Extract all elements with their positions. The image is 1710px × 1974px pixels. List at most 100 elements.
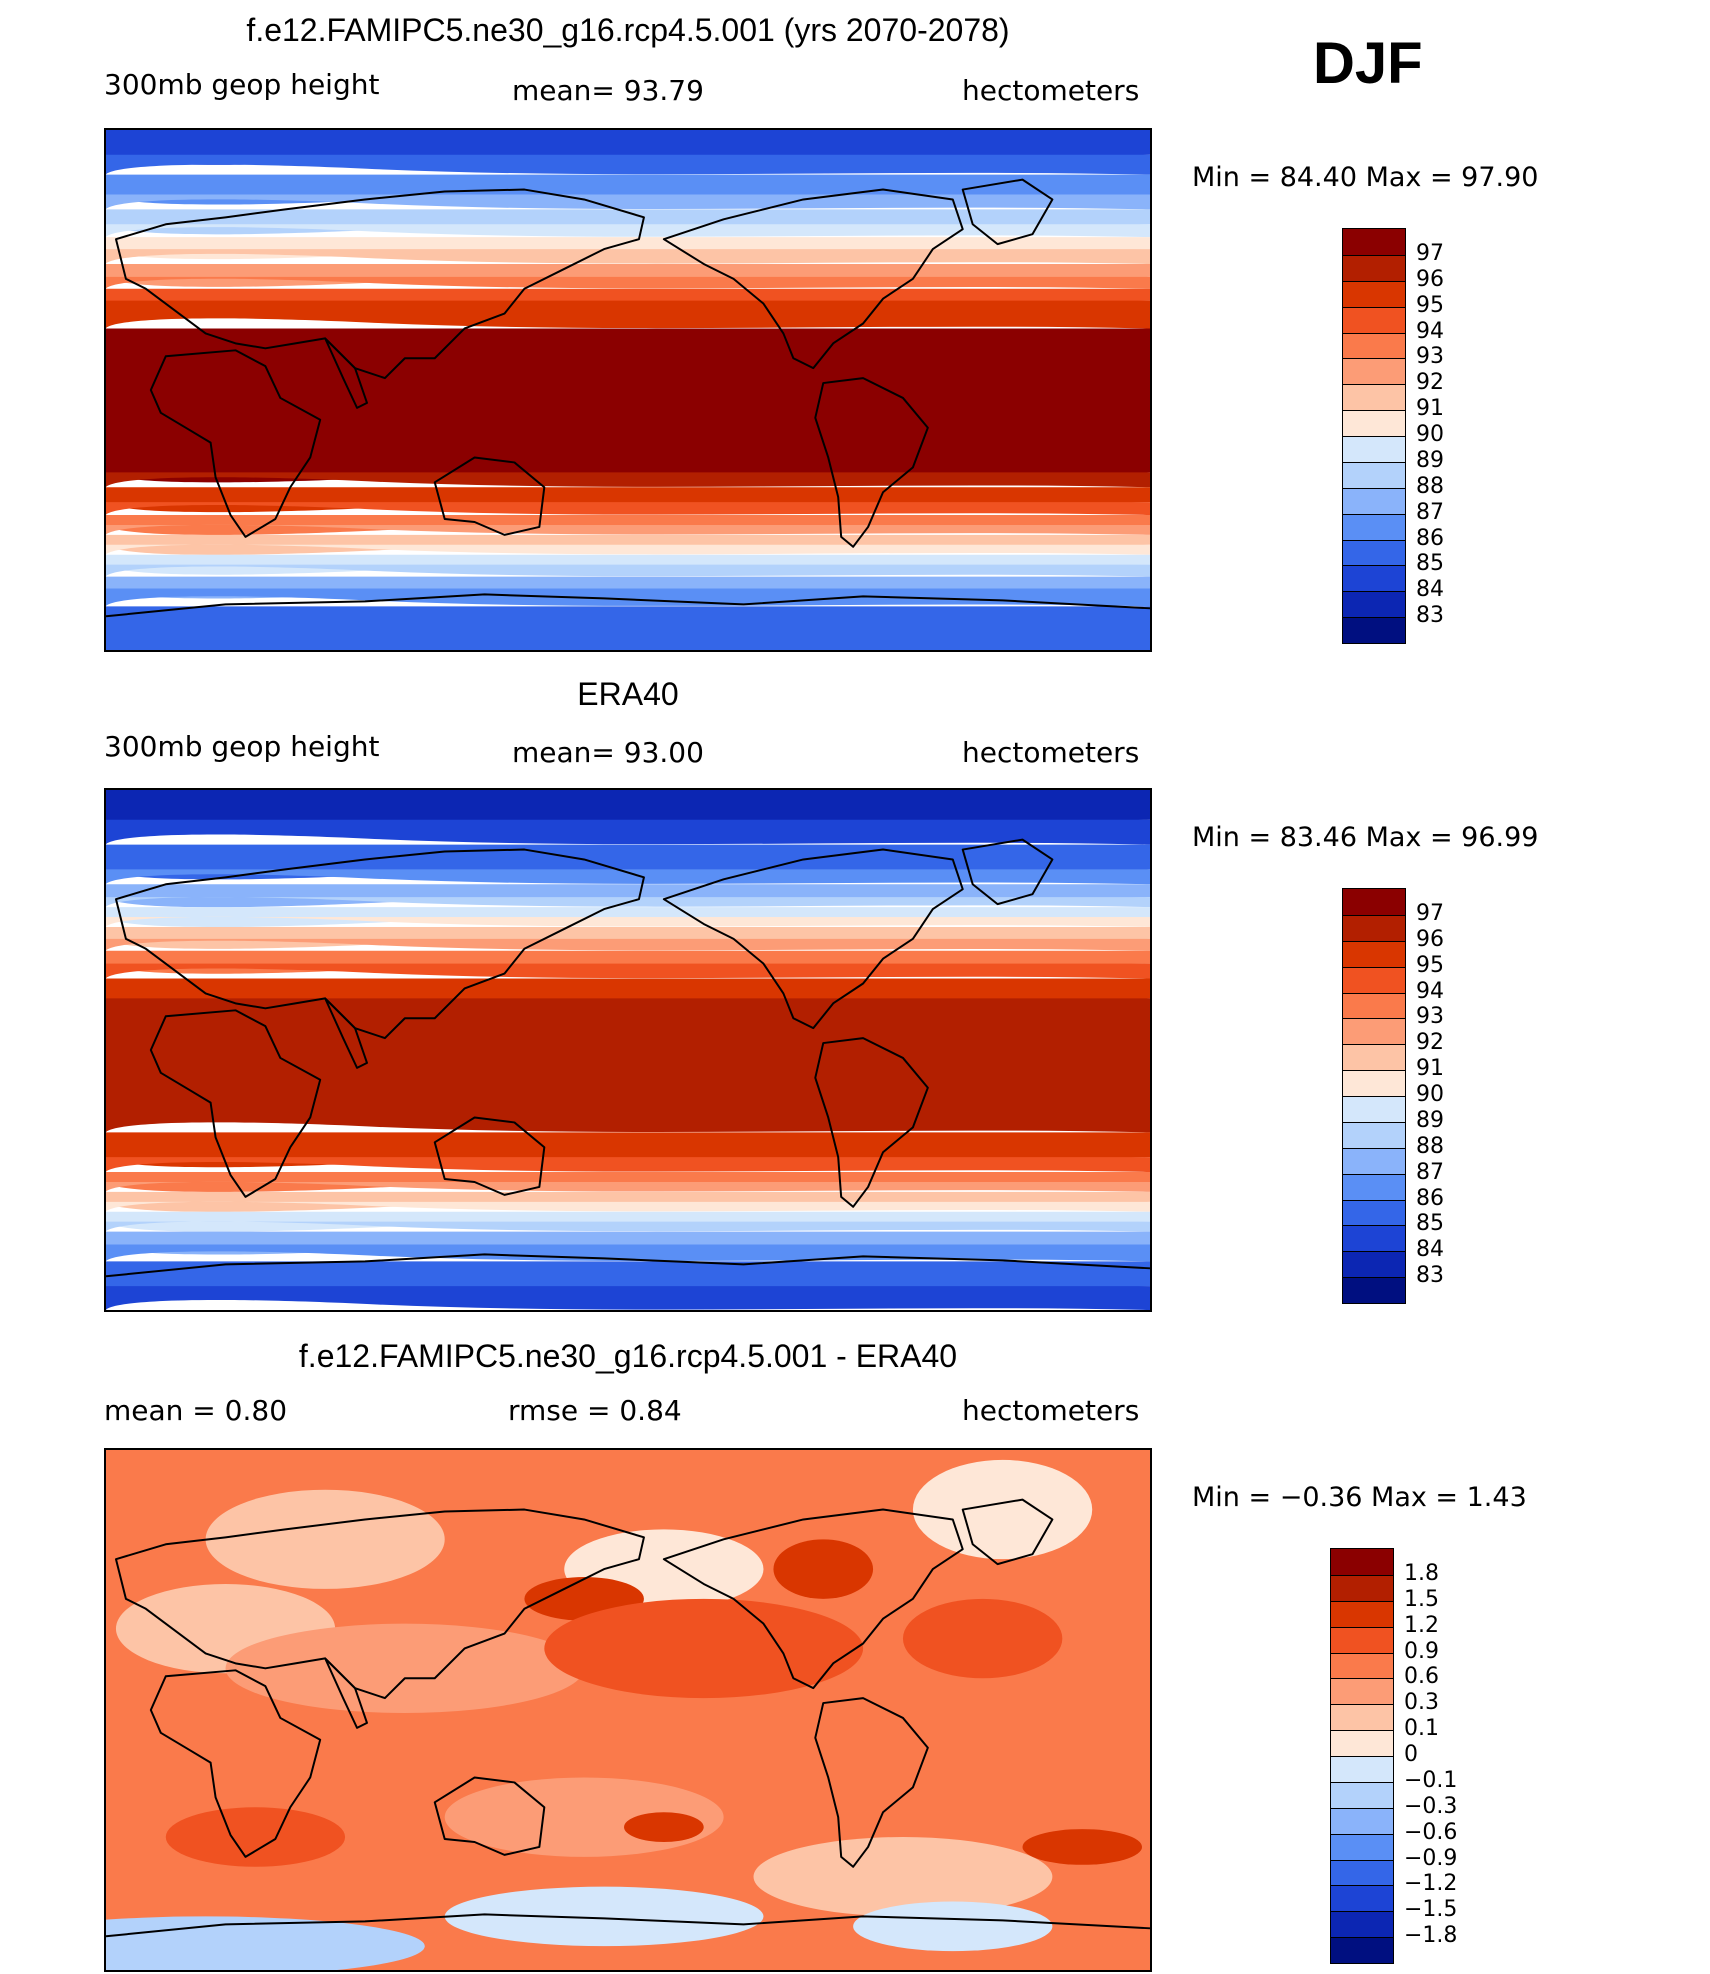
colorbar-swatch [1343,617,1405,643]
colorbar-swatch [1343,436,1405,462]
colorbar-tick-label: −0.3 [1404,1793,1458,1819]
colorbar-tick-label: 1.8 [1404,1560,1439,1586]
panel-1-mean-label: mean= 93.79 [512,74,704,107]
panel-2-left-label: 300mb geop height [104,730,380,763]
colorbar-tick-label: 90 [1416,422,1444,447]
colorbar-swatch [1331,1652,1393,1679]
colorbar-swatch [1343,992,1405,1019]
colorbar-tick-label: 96 [1416,266,1444,292]
colorbar-swatch [1331,1807,1393,1834]
panel-3-colorbar [1330,1548,1394,1964]
colorbar-swatch [1331,1781,1393,1808]
colorbar-tick-label: 0.3 [1404,1690,1439,1716]
colorbar-swatch [1331,1937,1393,1963]
season-label: DJF [1313,31,1423,96]
panel-2-map [104,788,1152,1312]
colorbar-swatch [1343,889,1405,915]
colorbar-swatch [1331,1626,1393,1653]
colorbar-tick-label: 1.2 [1404,1612,1439,1638]
colorbar-tick-label: 94 [1416,318,1444,344]
colorbar-swatch [1343,1147,1405,1174]
colorbar-tick-label: 91 [1416,1056,1444,1082]
panel-2-mean-label: mean= 93.00 [512,736,704,769]
panel-3-rmse-label: rmse = 0.84 [508,1394,682,1427]
colorbar-swatch [1343,358,1405,385]
colorbar-tick-label: 86 [1416,1185,1444,1211]
colorbar-swatch [1343,1044,1405,1071]
colorbar-tick-label: 96 [1416,926,1444,952]
colorbar-tick-label: 87 [1416,1159,1444,1185]
colorbar-swatch [1331,1678,1393,1705]
colorbar-swatch [1343,1199,1405,1226]
colorbar-tick-label: 0.6 [1404,1664,1439,1690]
colorbar-swatch [1343,966,1405,993]
panel-2-minmax: Min = 83.46 Max = 96.99 [1192,822,1539,853]
colorbar-swatch [1343,591,1405,618]
colorbar-swatch [1343,332,1405,359]
colorbar-swatch [1331,1756,1393,1782]
colorbar-tick-label: 90 [1416,1082,1444,1107]
colorbar-tick-label: 0.9 [1404,1638,1439,1664]
colorbar-swatch [1343,539,1405,566]
panel-1-colorbar [1342,228,1406,644]
panel-3-title: f.e12.FAMIPC5.ne30_g16.rcp4.5.001 - ERA4… [298,1338,958,1374]
colorbar-swatch [1343,1277,1405,1303]
colorbar-swatch [1331,1885,1393,1912]
colorbar-tick-label: 83 [1416,603,1444,629]
panel-2-title: ERA40 [577,676,679,712]
colorbar-tick-label: −1.8 [1404,1923,1458,1949]
colorbar-swatch [1343,1173,1405,1200]
panel-1-units-label: hectometers [962,74,1140,107]
colorbar-swatch [1343,410,1405,436]
colorbar-tick-label: 93 [1416,1004,1444,1030]
colorbar-swatch [1331,1911,1393,1938]
colorbar-tick-label: 85 [1416,551,1444,577]
panel-3-map [104,1448,1152,1972]
panel-1-title: f.e12.FAMIPC5.ne30_g16.rcp4.5.001 (yrs 2… [246,12,1010,48]
colorbar-tick-label: 93 [1416,344,1444,370]
panel-3-mean-label: mean = 0.80 [104,1394,288,1427]
colorbar-swatch [1343,306,1405,333]
panel-1-left-label: 300mb geop height [104,68,380,101]
colorbar-swatch [1343,513,1405,540]
colorbar-tick-label: 88 [1416,473,1444,499]
colorbar-swatch [1343,384,1405,411]
colorbar-tick-label: 85 [1416,1211,1444,1237]
colorbar-swatch [1343,914,1405,941]
panel-1-map [104,128,1152,652]
panel-2-units-label: hectometers [962,736,1140,769]
colorbar-tick-label: 86 [1416,525,1444,551]
colorbar-tick-label: 92 [1416,370,1444,396]
panel-1-minmax: Min = 84.40 Max = 97.90 [1192,162,1539,193]
colorbar-tick-label: 83 [1416,1263,1444,1289]
colorbar-tick-label: 95 [1416,952,1444,978]
colorbar-swatch [1343,254,1405,281]
colorbar-tick-label: 97 [1416,240,1444,266]
colorbar-swatch [1343,1225,1405,1252]
colorbar-swatch [1343,487,1405,514]
colorbar-tick-label: −1.2 [1404,1871,1458,1897]
colorbar-tick-label: −0.9 [1404,1845,1458,1871]
colorbar-swatch [1343,280,1405,307]
colorbar-swatch [1331,1574,1393,1601]
colorbar-tick-label: 89 [1416,1107,1444,1133]
colorbar-swatch [1343,461,1405,488]
colorbar-tick-label: −0.6 [1404,1819,1458,1845]
panel-3-units-label: hectometers [962,1394,1140,1427]
colorbar-tick-label: 95 [1416,292,1444,318]
colorbar-swatch [1331,1833,1393,1860]
colorbar-tick-label: 87 [1416,499,1444,525]
panel-2-colorbar [1342,888,1406,1304]
colorbar-swatch [1343,1070,1405,1096]
panel-3-minmax: Min = −0.36 Max = 1.43 [1192,1482,1527,1513]
colorbar-tick-label: 1.5 [1404,1586,1439,1612]
colorbar-tick-label: 0.1 [1404,1716,1439,1742]
colorbar-tick-label: 89 [1416,447,1444,473]
colorbar-tick-label: 84 [1416,1237,1444,1263]
colorbar-swatch [1331,1859,1393,1886]
colorbar-swatch [1331,1730,1393,1756]
colorbar-swatch [1331,1549,1393,1575]
colorbar-swatch [1343,1251,1405,1278]
colorbar-tick-label: 92 [1416,1030,1444,1056]
colorbar-swatch [1331,1600,1393,1627]
